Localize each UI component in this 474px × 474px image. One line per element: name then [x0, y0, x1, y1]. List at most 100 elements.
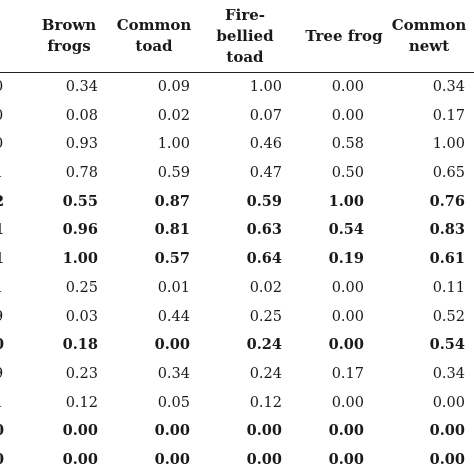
header-rule — [0, 72, 474, 73]
table-header-row: Brown frogs Common toad Fire- bellied to… — [0, 0, 474, 72]
cell-fire-bellied-toad: 0.07 — [249, 107, 282, 124]
cell-tree-frog: 0.00 — [331, 79, 364, 95]
cell-common-toad: 0.59 — [157, 165, 190, 182]
cell-brown-frogs: 0.00 — [62, 450, 98, 468]
header-fire-bellied-toad: Fire- bellied toad — [216, 5, 274, 66]
cell-fire-bellied-toad: 0.02 — [249, 279, 282, 296]
cell-tree-frog: 0.00 — [328, 422, 364, 440]
cell-common-toad: 0.00 — [154, 336, 190, 354]
cell-brown-frogs: 1.00 — [62, 250, 98, 268]
cell-brown-frogs: 0.08 — [65, 107, 98, 124]
cell-common-newt: 0.34 — [432, 365, 465, 382]
cell-tree-frog: 0.00 — [331, 308, 364, 325]
cell-fire-bellied-toad: 0.00 — [246, 450, 282, 468]
cell-common-toad: 0.02 — [157, 107, 190, 124]
cell-tree-frog: 0.00 — [331, 279, 364, 296]
cell-common-newt: 0.00 — [429, 422, 465, 440]
cell-fire-bellied-toad: 0.64 — [246, 250, 282, 268]
cell-fire-bellied-toad: 0.25 — [249, 308, 282, 325]
cell-tree-frog: 0.54 — [328, 221, 364, 239]
cell-tree-frog: 1.00 — [328, 192, 364, 210]
cell-common-toad: 0.44 — [157, 308, 190, 325]
row-lead-cell: 0 — [0, 446, 10, 474]
cell-brown-frogs: 0.93 — [65, 136, 98, 153]
table-row: 1 0.25 0.01 0.02 0.00 0.11 — [0, 274, 474, 303]
cell-brown-frogs: 0.03 — [65, 308, 98, 325]
cell-common-newt: 0.61 — [429, 250, 465, 268]
cell-common-newt: 0.83 — [429, 221, 465, 239]
table-row: 0 0.00 0.00 0.00 0.00 0.00 — [0, 446, 474, 474]
cell-brown-frogs: 0.12 — [65, 394, 98, 411]
cell-fire-bellied-toad: 0.63 — [246, 221, 282, 239]
cell-common-toad: 0.81 — [154, 221, 190, 239]
header-tree-frog: Tree frog — [305, 26, 383, 45]
row-lead-cell: 0 — [0, 102, 10, 131]
header-common-newt: Common newt — [391, 16, 467, 55]
cell-common-toad: 0.09 — [157, 79, 190, 95]
cell-common-newt: 1.00 — [432, 136, 465, 153]
table-row: 2 0.55 0.87 0.59 1.00 0.76 — [0, 188, 474, 217]
cell-tree-frog: 0.00 — [331, 394, 364, 411]
cell-common-toad: 0.00 — [154, 450, 190, 468]
cell-common-newt: 0.00 — [432, 394, 465, 411]
cell-fire-bellied-toad: 0.47 — [249, 165, 282, 182]
cell-fire-bellied-toad: 0.24 — [246, 336, 282, 354]
cell-brown-frogs: 0.55 — [62, 192, 98, 210]
cell-common-toad: 0.00 — [154, 422, 190, 440]
cell-tree-frog: 0.17 — [331, 365, 364, 382]
cell-common-toad: 0.57 — [154, 250, 190, 268]
cell-tree-frog: 0.19 — [328, 250, 364, 268]
table-body: 0 0.34 0.09 1.00 0.00 0.34 0 0.08 0.02 0.07 0.00 0.… — [0, 73, 474, 474]
cell-common-toad: 0.01 — [157, 279, 190, 296]
cell-fire-bellied-toad: 0.24 — [249, 365, 282, 382]
cell-common-newt: 0.76 — [429, 192, 465, 210]
table-row: 1 0.12 0.05 0.12 0.00 0.00 — [0, 389, 474, 418]
row-lead-cell: 2 — [0, 188, 10, 217]
table-row: 1 0.78 0.59 0.47 0.50 0.65 — [0, 159, 474, 188]
row-lead-cell: 1 — [0, 245, 10, 274]
cell-common-toad: 1.00 — [157, 136, 190, 153]
table-row: 1 1.00 0.57 0.64 0.19 0.61 — [0, 245, 474, 274]
cell-common-newt: 0.34 — [432, 79, 465, 95]
row-lead-cell: 9 — [0, 360, 10, 389]
row-lead-cell: 0 — [0, 417, 10, 446]
table-row: 0 0.93 1.00 0.46 0.58 1.00 — [0, 130, 474, 159]
cell-common-toad: 0.05 — [157, 394, 190, 411]
row-lead-cell: 0 — [0, 130, 10, 159]
cell-tree-frog: 0.58 — [331, 136, 364, 153]
row-lead-cell: 1 — [0, 159, 10, 188]
row-lead-cell: 0 — [0, 73, 10, 102]
cell-brown-frogs: 0.00 — [62, 422, 98, 440]
cell-brown-frogs: 0.34 — [65, 79, 98, 95]
cell-tree-frog: 0.00 — [331, 107, 364, 124]
header-brown-frogs: Brown frogs — [41, 16, 97, 55]
row-lead-cell: 1 — [0, 389, 10, 418]
cell-tree-frog: 0.00 — [328, 450, 364, 468]
row-lead-cell: 0 — [0, 331, 10, 360]
row-lead-cell: 1 — [0, 274, 10, 303]
cell-brown-frogs: 0.18 — [62, 336, 98, 354]
table-row: 0 0.00 0.00 0.00 0.00 0.00 — [0, 417, 474, 446]
cell-common-newt: 0.11 — [432, 279, 465, 296]
cell-brown-frogs: 0.25 — [65, 279, 98, 296]
header-common-toad: Common toad — [116, 16, 192, 55]
cell-fire-bellied-toad: 0.00 — [246, 422, 282, 440]
cell-fire-bellied-toad: 0.12 — [249, 394, 282, 411]
cell-common-toad: 0.34 — [157, 365, 190, 382]
cell-fire-bellied-toad: 1.00 — [249, 79, 282, 95]
table-row: 9 0.23 0.34 0.24 0.17 0.34 — [0, 360, 474, 389]
cell-brown-frogs: 0.78 — [65, 165, 98, 182]
table-row: 0 0.08 0.02 0.07 0.00 0.17 — [0, 102, 474, 131]
cell-common-toad: 0.87 — [154, 192, 190, 210]
cell-brown-frogs: 0.23 — [65, 365, 98, 382]
table-row: 0 0.18 0.00 0.24 0.00 0.54 — [0, 331, 474, 360]
row-lead-cell: 9 — [0, 303, 10, 332]
table-row: 9 0.03 0.44 0.25 0.00 0.52 — [0, 303, 474, 332]
cell-tree-frog: 0.00 — [328, 336, 364, 354]
table-row: 1 0.96 0.81 0.63 0.54 0.83 — [0, 216, 474, 245]
cell-common-newt: 0.52 — [432, 308, 465, 325]
cell-common-newt: 0.17 — [432, 107, 465, 124]
cell-fire-bellied-toad: 0.46 — [249, 136, 282, 153]
cell-common-newt: 0.00 — [429, 450, 465, 468]
